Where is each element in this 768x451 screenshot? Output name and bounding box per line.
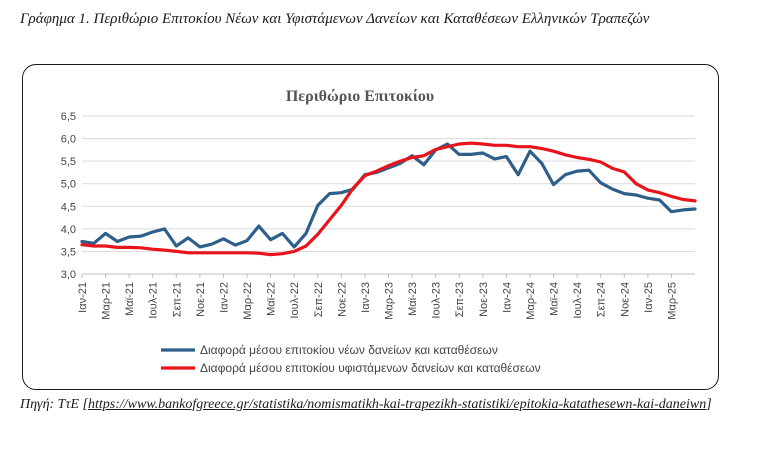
x-tick-label: Ιαν-21 bbox=[77, 282, 89, 313]
x-tick-label: Ιουλ-23 bbox=[431, 282, 443, 319]
x-tick-label: Ιουλ-21 bbox=[148, 282, 160, 319]
x-tick-label: Νοε-21 bbox=[195, 282, 207, 317]
x-tick-label: Ιαν-25 bbox=[643, 282, 655, 313]
source-note: Πηγή: ΤτΕ [https://www.bankofgreece.gr/s… bbox=[20, 396, 740, 414]
source-suffix: ] bbox=[706, 397, 712, 412]
y-tick-label: 3,0 bbox=[61, 269, 76, 281]
x-axis: Ιαν-21 Μαρ-21 Μαϊ-21 Ιουλ-21 Σεπ-21 Νοε-21 Ιαν… bbox=[77, 273, 695, 320]
y-tick-label: 3,5 bbox=[61, 246, 76, 258]
legend-label-2: Διαφορά μέσου επιτοκίου υφιστάμενων δανε… bbox=[200, 361, 541, 375]
y-tick-label: 6,0 bbox=[61, 134, 76, 146]
legend-label-1: Διαφορά μέσου επιτοκίου νέων δανείων και… bbox=[200, 343, 498, 357]
x-tick-label: Ιουλ-22 bbox=[289, 282, 301, 319]
x-tick-label: Σεπ-21 bbox=[171, 282, 183, 317]
x-tick-label: Μαρ-25 bbox=[666, 282, 678, 320]
figure-caption: Γράφημα 1. Περιθώριο Επιτοκίου Νέων και … bbox=[20, 11, 650, 27]
x-tick-label: Νοε-24 bbox=[619, 282, 631, 317]
x-tick-label: Μαρ-23 bbox=[384, 282, 396, 320]
x-tick-label: Μαϊ-21 bbox=[124, 282, 136, 316]
y-tick-label: 5,0 bbox=[61, 179, 76, 191]
x-tick-label: Μαρ-21 bbox=[101, 282, 113, 320]
x-tick-label: Μαϊ-22 bbox=[266, 282, 278, 316]
x-tick-label: Ιαν-22 bbox=[218, 282, 230, 313]
x-tick-label: Ιαν-24 bbox=[501, 282, 513, 313]
x-tick-label: Μαϊ-24 bbox=[549, 282, 561, 316]
x-tick-label: Σεπ-23 bbox=[454, 282, 466, 317]
x-tick-label: Νοε-23 bbox=[478, 282, 490, 317]
y-axis: 3,0 3,5 4,0 4,5 5,0 5,5 6,0 6,5 bbox=[61, 111, 76, 281]
y-tick-label: 5,5 bbox=[61, 156, 76, 168]
chart-frame: Περιθώριο Επιτοκίου 3,0 3,5 4,0 4,5 5,0 5,5 6,… bbox=[22, 64, 719, 390]
legend: Διαφορά μέσου επιτοκίου νέων δανείων και… bbox=[161, 343, 541, 375]
series-lines bbox=[80, 141, 697, 257]
y-tick-label: 4,5 bbox=[61, 201, 76, 213]
x-tick-label: Μαρ-22 bbox=[242, 282, 254, 320]
chart-title: Περιθώριο Επιτοκίου bbox=[286, 88, 434, 105]
y-tick-label: 6,5 bbox=[61, 111, 76, 123]
series-line-1 bbox=[80, 142, 697, 249]
y-tick-label: 4,0 bbox=[61, 224, 76, 236]
x-tick-label: Ιουλ-24 bbox=[572, 282, 584, 319]
x-tick-label: Μαρ-24 bbox=[525, 282, 537, 320]
x-tick-label: Μαϊ-23 bbox=[407, 282, 419, 316]
series-line-2 bbox=[80, 141, 697, 257]
x-tick-label: Σεπ-22 bbox=[313, 282, 325, 317]
x-tick-label: Ιαν-23 bbox=[360, 282, 372, 313]
x-tick-label: Νοε-22 bbox=[336, 282, 348, 317]
source-prefix: Πηγή: ΤτΕ [ bbox=[20, 397, 88, 412]
line-chart: Περιθώριο Επιτοκίου 3,0 3,5 4,0 4,5 5,0 5,5 6,… bbox=[61, 88, 697, 375]
x-tick-label: Σεπ-24 bbox=[596, 282, 608, 317]
source-link[interactable]: https://www.bankofgreece.gr/statistika/n… bbox=[87, 397, 707, 412]
